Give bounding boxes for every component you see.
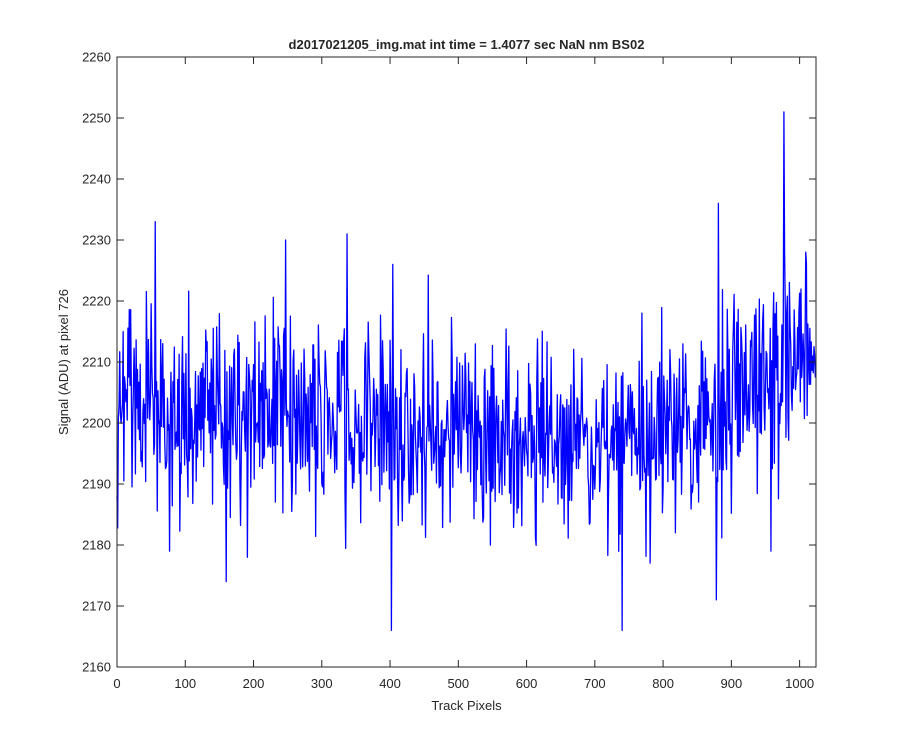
x-tick-label: 100	[174, 676, 196, 691]
x-axis: 0 100 200 300 400 500 600 700 800 900 1000	[113, 57, 814, 691]
x-tick-label: 700	[584, 676, 606, 691]
y-tick-label: 2180	[82, 538, 111, 553]
y-tick-label: 2170	[82, 599, 111, 614]
y-tick-label: 2200	[82, 416, 111, 431]
series-line	[116, 111, 816, 632]
y-tick-label: 2220	[82, 294, 111, 309]
y-axis: 2160 2170 2180 2190 2200 2210 2220 2230 2240 2250…	[82, 50, 816, 675]
y-tick-label: 2250	[82, 111, 111, 126]
y-tick-label: 2240	[82, 172, 111, 187]
x-tick-label: 200	[243, 676, 265, 691]
x-tick-label: 500	[447, 676, 469, 691]
x-tick-label: 1000	[785, 676, 814, 691]
x-tick-label: 900	[721, 676, 743, 691]
y-tick-label: 2190	[82, 477, 111, 492]
chart-title: d2017021205_img.mat int time = 1.4077 se…	[289, 37, 645, 52]
y-tick-label: 2260	[82, 50, 111, 65]
x-tick-label: 300	[311, 676, 333, 691]
x-tick-label: 400	[379, 676, 401, 691]
plot-area	[117, 57, 816, 667]
y-tick-label: 2210	[82, 355, 111, 370]
y-tick-label: 2160	[82, 660, 111, 675]
series-layer	[116, 111, 816, 632]
y-tick-label: 2230	[82, 233, 111, 248]
y-axis-label: Signal (ADU) at pixel 726	[56, 289, 71, 435]
x-axis-label: Track Pixels	[431, 698, 502, 713]
x-tick-label: 800	[652, 676, 674, 691]
x-tick-label: 600	[516, 676, 538, 691]
x-tick-label: 0	[113, 676, 120, 691]
